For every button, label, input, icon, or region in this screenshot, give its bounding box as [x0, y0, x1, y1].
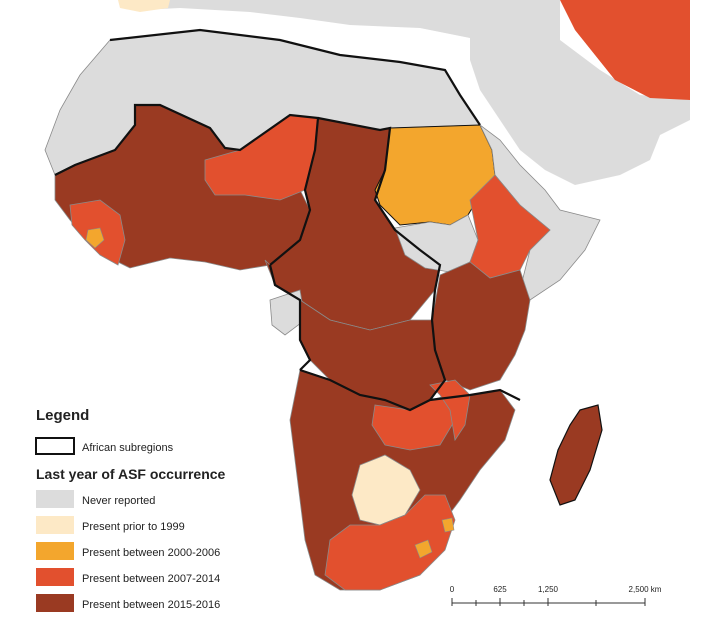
background-landmasses [118, 0, 690, 185]
legend-swatch-2000-2006 [36, 542, 74, 560]
legend-subregion-label: African subregions [82, 442, 174, 454]
scale-bar-ticks [451, 598, 646, 606]
subregion-border-central [317, 116, 447, 401]
legend-swatch-prior-1999 [36, 516, 74, 534]
legend-swatch-2007-2014 [36, 568, 74, 586]
legend-subregion-swatch [35, 437, 75, 455]
legend-item-2007-2014: Present between 2007-2014 [36, 568, 220, 586]
middle-east-landmass [470, 0, 690, 185]
south-africa-region [324, 494, 456, 591]
scale-tick-label-1250: 1,250 [538, 585, 559, 594]
iran-region [560, 0, 690, 100]
legend-title: Legend [36, 407, 89, 424]
legend-swatch-2015-2016 [36, 594, 74, 612]
legend-occurrence-title: Last year of ASF occurrence [36, 466, 226, 482]
europe-landmass [120, 0, 560, 40]
liberia-region [85, 227, 105, 249]
legend-label-2015-2016: Present between 2015-2016 [82, 599, 220, 611]
scale-tick-label-0: 0 [450, 585, 455, 594]
madagascar-region [549, 404, 603, 506]
subregion-borders [54, 28, 521, 412]
legend-label-prior-1999: Present prior to 1999 [82, 521, 185, 533]
legend-swatch-never [36, 490, 74, 508]
subregion-border-west [54, 103, 320, 266]
legend-item-2000-2006: Present between 2000-2006 [36, 542, 220, 560]
legend: Legend African subregions Last year of A… [35, 407, 226, 612]
scale-tick-label-625: 625 [493, 585, 507, 594]
lesotho-region [414, 539, 433, 559]
scale-bar: 0 625 1,250 2,500 km [450, 585, 662, 606]
subregion-border-north [109, 28, 481, 126]
iberia-region [118, 0, 170, 12]
legend-label-never: Never reported [82, 495, 155, 507]
ethiopia-region [469, 174, 551, 279]
swaziland-region [441, 517, 455, 533]
gabon-region [269, 289, 306, 336]
legend-item-never: Never reported [36, 490, 155, 508]
legend-item-2015-2016: Present between 2015-2016 [36, 594, 220, 612]
subregion-border-coast [268, 264, 312, 371]
legend-label-2000-2006: Present between 2000-2006 [82, 547, 220, 559]
subregion-border-south [299, 368, 521, 412]
legend-label-2007-2014: Present between 2007-2014 [82, 573, 220, 585]
scale-tick-label-2500: 2,500 km [629, 585, 662, 594]
legend-item-prior-1999: Present prior to 1999 [36, 516, 185, 534]
